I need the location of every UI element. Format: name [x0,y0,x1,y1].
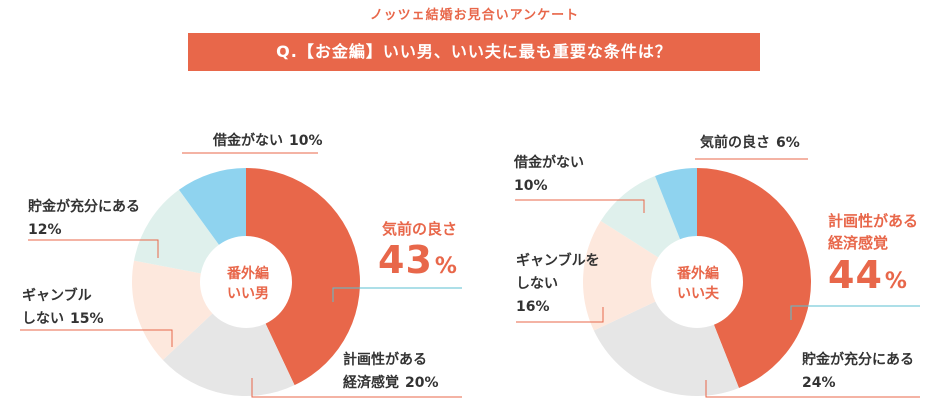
leader-line-kimae-left [332,287,462,302]
leader-line-shakkin-right [515,199,645,213]
big-pct-keikaku-right: 44% [828,253,908,297]
donut-chart-ii-otto [583,168,811,396]
label-shakkin-right: 借金がない 10% [514,155,584,194]
donut-slice-4 [655,168,697,240]
leader-line-kimae-left-group [332,287,462,302]
donut-chart-ii-otoko [132,168,361,397]
label-shakkin-left: 借金がない 10% [213,133,323,149]
leader-line-chokin-right [705,380,920,398]
center-label-left: 番外編 いい男 [227,266,269,302]
leader-lines-right [515,158,920,398]
leader-line-chokin-left [28,239,159,258]
label-gamble-left: ギャンブル しない 15% [22,288,104,327]
center-label-right: 番外編 いい夫 [677,266,719,302]
label-chokin-left: 貯金が充分にある 12% [28,199,140,238]
label-keikaku-left: 計画性がある 経済感覚 20% [343,352,439,391]
leader-lines-left [20,152,462,398]
donut-slice-4 [178,168,246,245]
donut-slice-3 [600,176,681,258]
label-gamble-right: ギャンブルを しない 16% [516,253,600,315]
donut-slice-2 [583,220,659,331]
big-pct-kimae-left: 43% [378,238,458,282]
donut-slice-0 [697,168,811,388]
question-banner: Q.【お金編】いい男、いい夫に最も重要な条件は？ [188,33,760,71]
donut-slice-1 [593,301,739,396]
leader-line-gamble-left [20,329,173,347]
donut-slice-1 [162,313,295,397]
label-keikaku-right: 計画性がある 経済感覚 [828,212,919,252]
donut-slice-0 [246,168,361,386]
label-kimae-right: 気前の良さ 6% [700,135,800,151]
donut-slice-2 [132,260,213,361]
label-chokin-right: 貯金が充分にある 24% [802,352,914,391]
leader-line-keikaku-right [790,305,920,320]
leader-line-keikaku-left [251,378,462,398]
leader-line-gamble-right [516,307,604,323]
survey-subtitle: ノッツェ結婚お見合いアンケート [369,8,580,23]
leader-line-keikaku-right-group [790,305,920,320]
label-kimae-left: 気前の良さ [382,220,458,238]
donut-slice-3 [134,189,219,274]
